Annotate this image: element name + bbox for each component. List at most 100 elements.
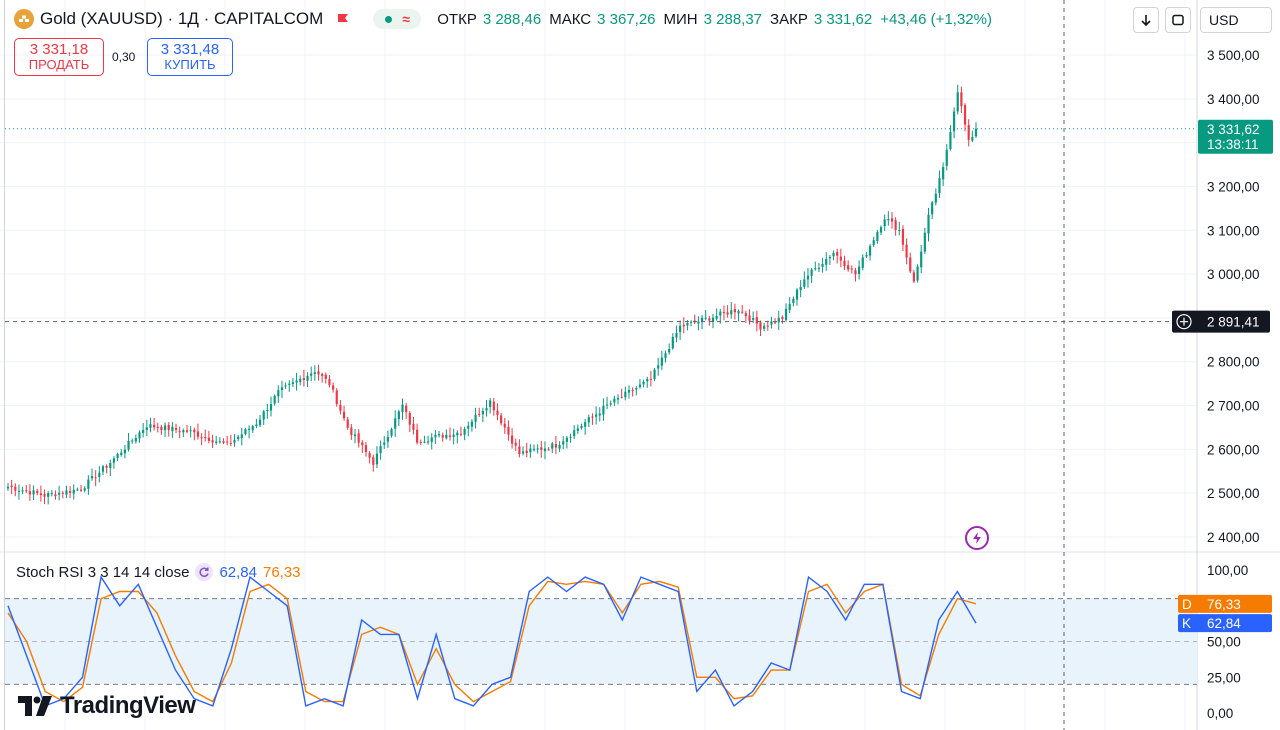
candle-body <box>386 436 389 442</box>
candle-body <box>434 434 437 438</box>
candle-body <box>697 321 700 324</box>
candle-body <box>405 405 408 413</box>
candle <box>843 255 846 270</box>
candle-body <box>255 424 258 427</box>
candle-body <box>98 472 101 478</box>
candle-body <box>485 408 488 411</box>
candle <box>605 396 609 410</box>
candle-body <box>266 409 269 411</box>
candle <box>47 491 50 505</box>
candle <box>602 398 605 421</box>
fullscreen-button[interactable] <box>1165 7 1191 33</box>
candle-body <box>105 465 108 468</box>
stoch-legend[interactable]: Stoch RSI 3 3 14 14 close 62,84 76,33 <box>16 562 301 582</box>
refresh-icon[interactable] <box>195 563 214 581</box>
candle <box>163 422 167 438</box>
candle-body <box>931 202 934 215</box>
candle-body <box>700 317 704 322</box>
candle <box>952 107 956 139</box>
candle <box>288 380 291 392</box>
candle-body <box>178 431 181 433</box>
candle <box>185 425 189 434</box>
currency-select[interactable]: USD <box>1200 7 1272 33</box>
candle <box>452 428 455 445</box>
candle <box>730 301 733 319</box>
candle-body <box>554 444 558 448</box>
ohlc-values: ОТКР 3 288,46 МАКС 3 367,26 МИН 3 288,37 ЗА… <box>437 11 994 28</box>
candle-body <box>609 403 612 405</box>
candle-body <box>394 418 397 429</box>
candle <box>755 310 758 332</box>
candle <box>868 243 872 261</box>
market-status-badge[interactable]: ≈ <box>373 9 422 29</box>
candle <box>10 479 13 494</box>
candle-body <box>635 388 638 390</box>
candle-body <box>952 111 956 132</box>
candle <box>116 452 119 461</box>
candle <box>671 333 674 350</box>
candle <box>569 433 572 443</box>
candle-body <box>963 105 967 125</box>
candle <box>120 449 123 457</box>
candle <box>171 422 174 438</box>
candle-body <box>733 309 737 313</box>
scroll-to-bottom-button[interactable] <box>1133 7 1159 33</box>
candle <box>836 248 839 264</box>
candle-body <box>627 390 631 393</box>
candle <box>426 435 430 445</box>
tradingview-logo[interactable]: TradingView <box>18 692 196 720</box>
candle <box>496 403 499 421</box>
candle-body <box>321 374 324 376</box>
sell-button[interactable]: 3 331,18 ПРОДАТЬ <box>14 38 104 76</box>
candle-body <box>894 220 897 230</box>
candle-body <box>401 404 404 413</box>
candle-body <box>909 257 912 272</box>
candle-body <box>854 270 857 275</box>
candle <box>664 350 667 363</box>
candle-body <box>441 435 444 438</box>
price-tick-label: 2 800,00 <box>1207 355 1260 370</box>
candle <box>565 436 568 449</box>
candle-body <box>580 426 583 429</box>
candle <box>58 485 61 501</box>
candle-body <box>551 443 554 449</box>
candle <box>938 170 941 198</box>
candle-body <box>317 371 320 375</box>
candle-body <box>397 411 400 420</box>
candle-body <box>668 348 671 353</box>
candle-body <box>514 442 517 446</box>
symbol-title[interactable]: Gold (XAUUSD) · 1Д · CAPITALCOM <box>40 9 324 28</box>
candle <box>284 382 287 389</box>
candle <box>850 265 853 274</box>
candle-body <box>730 310 733 315</box>
candle-body <box>481 410 484 415</box>
lightning-icon[interactable] <box>965 526 989 550</box>
candle <box>584 418 587 435</box>
candle <box>310 366 313 382</box>
candle-body <box>423 441 426 443</box>
candle <box>894 217 897 236</box>
candle-body <box>879 227 883 233</box>
candle-body <box>116 454 119 458</box>
candle <box>668 343 671 355</box>
price-tick-label: 3 200,00 <box>1207 179 1260 194</box>
ohlc-low-label: МИН <box>663 10 698 28</box>
candle <box>43 489 46 505</box>
price-tick-label: 3 000,00 <box>1207 267 1260 282</box>
candle <box>876 229 879 244</box>
candle <box>266 403 269 419</box>
candle <box>167 422 170 437</box>
candle <box>909 252 912 274</box>
candle-body <box>543 448 547 452</box>
candle <box>832 250 835 261</box>
candle-body <box>43 493 46 497</box>
candle-body <box>247 428 251 431</box>
candle-body <box>500 415 503 424</box>
ohlc-open-value: 3 288,46 <box>482 10 542 28</box>
candle-body <box>342 411 346 419</box>
candle-body <box>529 448 532 453</box>
buy-button[interactable]: 3 331,48 КУПИТЬ <box>147 38 233 76</box>
flag-icon[interactable] <box>337 13 349 25</box>
